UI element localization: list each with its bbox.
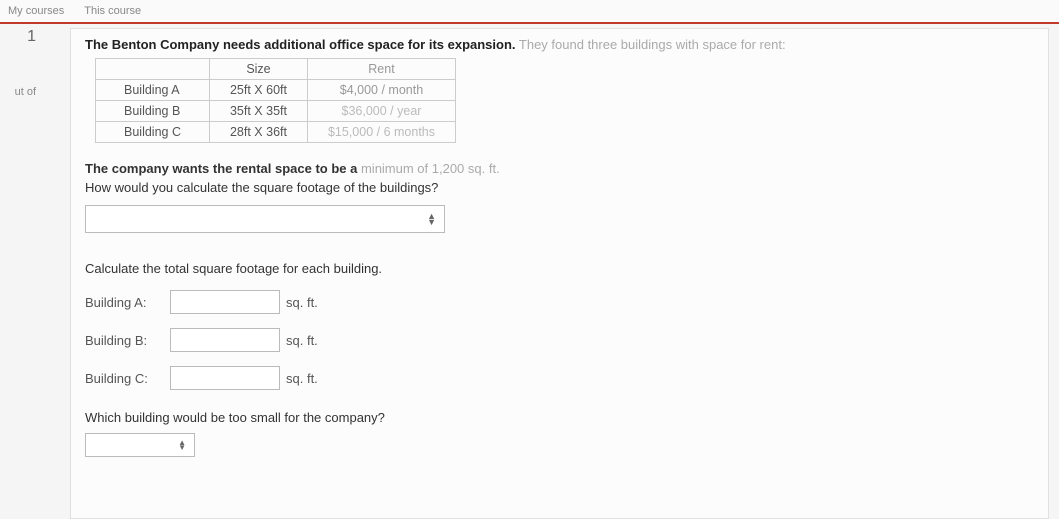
min-req-strong: The company wants the rental space to be… <box>85 161 357 176</box>
table-row: Building A 25ft X 60ft $4,000 / month <box>96 80 456 101</box>
buildings-table: Size Rent Building A 25ft X 60ft $4,000 … <box>95 58 456 143</box>
cell-size: 35ft X 35ft <box>209 101 307 122</box>
unit-a: sq. ft. <box>286 295 318 310</box>
chevron-updown-icon: ▲▼ <box>427 213 436 225</box>
cell-rent: $15,000 / 6 months <box>307 122 455 143</box>
cell-name: Building A <box>96 80 210 101</box>
cell-rent: $4,000 / month <box>307 80 455 101</box>
prompt-text: The Benton Company needs additional offi… <box>85 37 1034 52</box>
label-building-c: Building C: <box>85 371 170 386</box>
input-row-b: Building B: sq. ft. <box>85 328 1034 352</box>
prompt-faded: They found three buildings with space fo… <box>516 37 786 52</box>
label-building-b: Building B: <box>85 333 170 348</box>
cell-size: 28ft X 36ft <box>209 122 307 143</box>
question-number: 1 <box>0 28 36 46</box>
too-small-select[interactable]: ▲▼ <box>85 433 195 457</box>
unit-b: sq. ft. <box>286 333 318 348</box>
th-blank <box>96 59 210 80</box>
input-row-c: Building C: sq. ft. <box>85 366 1034 390</box>
unit-c: sq. ft. <box>286 371 318 386</box>
cell-name: Building B <box>96 101 210 122</box>
question-meta: 1 ut of <box>0 28 40 98</box>
chevron-updown-icon: ▲▼ <box>178 440 186 450</box>
how-calc-text: How would you calculate the square foota… <box>85 180 1034 195</box>
input-row-a: Building A: sq. ft. <box>85 290 1034 314</box>
sqft-input-a[interactable] <box>170 290 280 314</box>
th-size: Size <box>209 59 307 80</box>
table-row: Building C 28ft X 36ft $15,000 / 6 month… <box>96 122 456 143</box>
prompt-strong: The Benton Company needs additional offi… <box>85 37 516 52</box>
table-row: Building B 35ft X 35ft $36,000 / year <box>96 101 456 122</box>
min-req-faded: minimum of 1,200 sq. ft. <box>357 161 499 176</box>
sqft-input-c[interactable] <box>170 366 280 390</box>
th-rent: Rent <box>307 59 455 80</box>
cell-rent: $36,000 / year <box>307 101 455 122</box>
nav-item-mycourses[interactable]: My courses <box>8 5 64 17</box>
nav-item-thiscourse[interactable]: This course <box>84 5 141 17</box>
top-nav-bar: My courses This course <box>0 0 1059 24</box>
question-content: The Benton Company needs additional offi… <box>70 28 1049 519</box>
cell-name: Building C <box>96 122 210 143</box>
minimum-req-text: The company wants the rental space to be… <box>85 161 1034 176</box>
cell-size: 25ft X 60ft <box>209 80 307 101</box>
calc-method-select[interactable]: ▲▼ <box>85 205 445 233</box>
out-of-label: ut of <box>0 86 36 98</box>
too-small-question: Which building would be too small for th… <box>85 410 1034 425</box>
calc-section-head: Calculate the total square footage for e… <box>85 261 1034 276</box>
sqft-input-b[interactable] <box>170 328 280 352</box>
label-building-a: Building A: <box>85 295 170 310</box>
